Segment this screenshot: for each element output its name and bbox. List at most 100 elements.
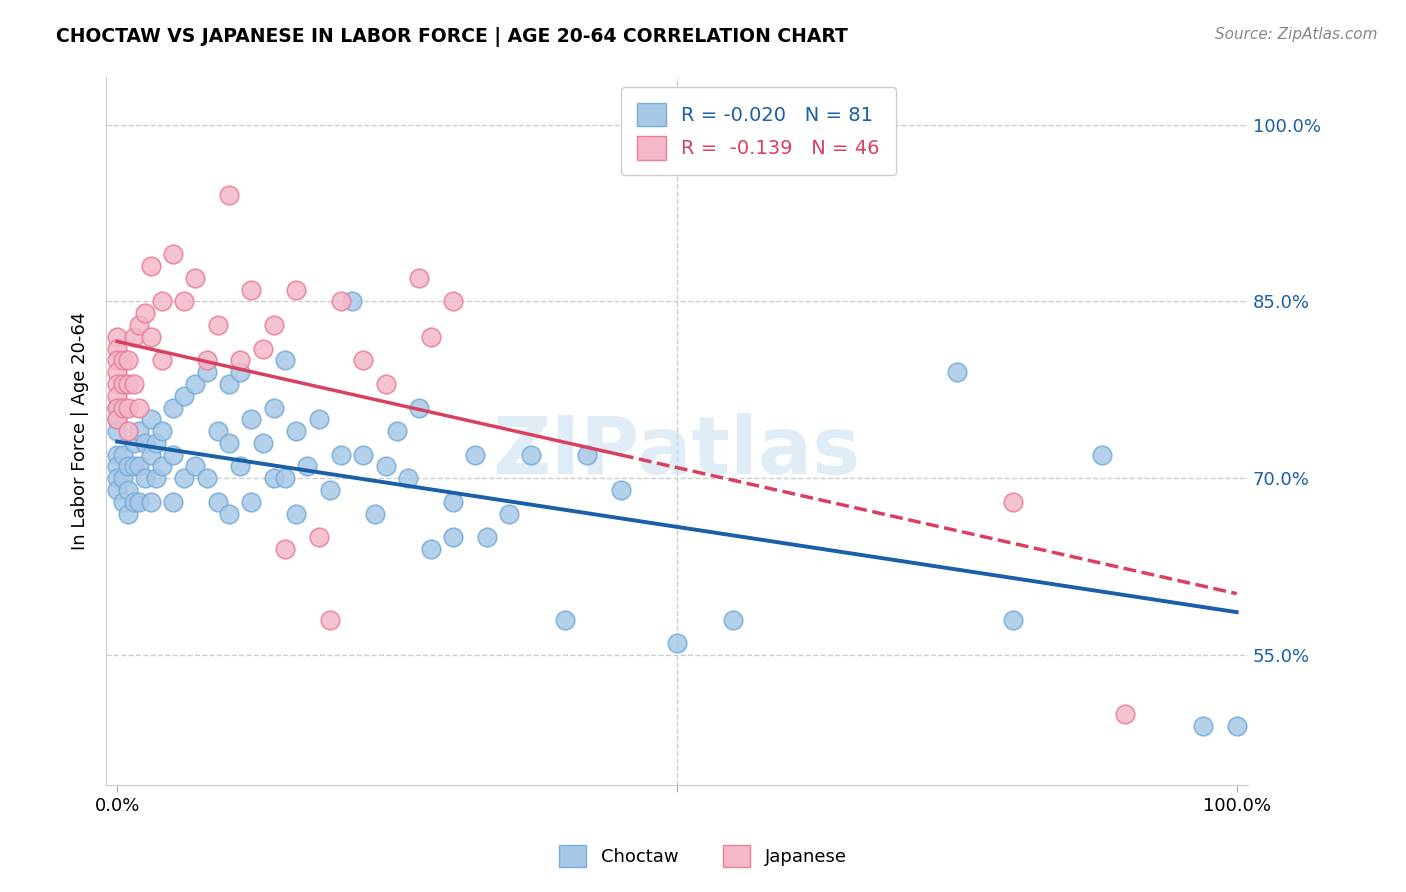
Point	[218, 188, 240, 202]
Point	[945, 365, 967, 379]
Point	[122, 495, 145, 509]
Point	[721, 613, 744, 627]
Point	[105, 412, 128, 426]
Point	[139, 448, 162, 462]
Point	[308, 530, 330, 544]
Point	[419, 541, 441, 556]
Y-axis label: In Labor Force | Age 20-64: In Labor Force | Age 20-64	[72, 312, 89, 550]
Point	[207, 495, 229, 509]
Point	[105, 483, 128, 497]
Point	[240, 412, 263, 426]
Point	[408, 270, 430, 285]
Point	[252, 436, 274, 450]
Point	[374, 376, 396, 391]
Point	[150, 353, 173, 368]
Point	[385, 424, 408, 438]
Point	[441, 530, 464, 544]
Point	[263, 401, 285, 415]
Point	[105, 365, 128, 379]
Point	[240, 283, 263, 297]
Point	[195, 365, 218, 379]
Point	[408, 401, 430, 415]
Point	[520, 448, 543, 462]
Text: CHOCTAW VS JAPANESE IN LABOR FORCE | AGE 20-64 CORRELATION CHART: CHOCTAW VS JAPANESE IN LABOR FORCE | AGE…	[56, 27, 848, 46]
Point	[139, 495, 162, 509]
Point	[162, 401, 184, 415]
Point	[1226, 719, 1249, 733]
Point	[139, 412, 162, 426]
Point	[162, 495, 184, 509]
Point	[229, 365, 252, 379]
Point	[274, 541, 297, 556]
Point	[184, 376, 207, 391]
Point	[218, 436, 240, 450]
Point	[274, 353, 297, 368]
Point	[122, 376, 145, 391]
Point	[441, 495, 464, 509]
Point	[1114, 706, 1136, 721]
Point	[229, 353, 252, 368]
Point	[105, 448, 128, 462]
Point	[105, 471, 128, 485]
Point	[105, 401, 128, 415]
Point	[150, 459, 173, 474]
Point	[363, 507, 385, 521]
Point	[554, 613, 576, 627]
Point	[111, 401, 134, 415]
Point	[105, 459, 128, 474]
Point	[117, 483, 139, 497]
Point	[117, 459, 139, 474]
Point	[134, 306, 156, 320]
Point	[117, 376, 139, 391]
Point	[207, 318, 229, 332]
Text: Source: ZipAtlas.com: Source: ZipAtlas.com	[1215, 27, 1378, 42]
Point	[1001, 613, 1024, 627]
Point	[173, 389, 195, 403]
Point	[145, 471, 167, 485]
Point	[374, 459, 396, 474]
Point	[665, 636, 688, 650]
Point	[1001, 495, 1024, 509]
Point	[105, 376, 128, 391]
Point	[122, 436, 145, 450]
Point	[134, 471, 156, 485]
Point	[122, 459, 145, 474]
Point	[195, 471, 218, 485]
Point	[229, 459, 252, 474]
Point	[117, 424, 139, 438]
Point	[342, 294, 364, 309]
Point	[498, 507, 520, 521]
Point	[464, 448, 486, 462]
Point	[274, 471, 297, 485]
Point	[576, 448, 599, 462]
Point	[475, 530, 498, 544]
Point	[117, 507, 139, 521]
Point	[285, 424, 308, 438]
Point	[105, 330, 128, 344]
Point	[285, 283, 308, 297]
Point	[319, 483, 342, 497]
Point	[207, 424, 229, 438]
Point	[128, 424, 150, 438]
Point	[396, 471, 419, 485]
Point	[1192, 719, 1215, 733]
Point	[184, 459, 207, 474]
Point	[111, 448, 134, 462]
Point	[150, 294, 173, 309]
Point	[218, 507, 240, 521]
Text: ZIPatlas: ZIPatlas	[492, 413, 860, 491]
Point	[419, 330, 441, 344]
Point	[145, 436, 167, 450]
Point	[297, 459, 319, 474]
Legend: Choctaw, Japanese: Choctaw, Japanese	[553, 838, 853, 874]
Point	[134, 436, 156, 450]
Point	[184, 270, 207, 285]
Point	[330, 294, 353, 309]
Legend: R = -0.020   N = 81, R =  -0.139   N = 46: R = -0.020 N = 81, R = -0.139 N = 46	[621, 87, 896, 176]
Point	[308, 412, 330, 426]
Point	[330, 448, 353, 462]
Point	[162, 247, 184, 261]
Point	[610, 483, 633, 497]
Point	[105, 412, 128, 426]
Point	[139, 330, 162, 344]
